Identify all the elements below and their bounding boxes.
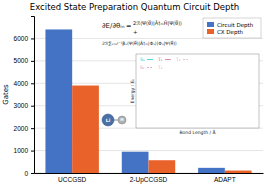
y-tick-label: 0 <box>24 170 28 177</box>
bar <box>225 171 252 173</box>
y-axis-line <box>31 17 35 174</box>
y-tick: 5000 <box>14 57 34 64</box>
y-tick: 3000 <box>14 102 34 109</box>
x-tick-label: ADAPT <box>214 176 236 183</box>
legend-swatch <box>207 22 214 27</box>
x-axis-line <box>35 173 264 174</box>
y-tick: 1000 <box>14 147 34 154</box>
x-axis: UCCGSD 2-UpCCGSD ADAPT <box>35 173 264 184</box>
chart: Excited State Preparation Quantum Circui… <box>0 0 269 189</box>
y-tick-label: 1000 <box>14 147 29 154</box>
legend-label: Circuit Depth <box>217 22 254 29</box>
inset-state-label: T₂ <box>175 57 181 62</box>
bar <box>122 152 149 173</box>
y-tick-mark <box>31 151 34 152</box>
inset-state-label: S₁ <box>140 65 145 70</box>
y-tick-mark <box>31 83 34 84</box>
x-tick: ADAPT <box>214 173 236 183</box>
y-tick: 2000 <box>14 125 34 132</box>
bar <box>149 160 176 173</box>
inset-y-label: Energy / Eₕ <box>130 78 135 103</box>
bar <box>72 86 99 173</box>
y-tick-mark <box>31 173 34 174</box>
legend-swatch <box>207 29 214 34</box>
y-tick: 0 <box>24 170 34 177</box>
legend-label: CX Depth <box>217 29 244 36</box>
bar <box>198 168 225 173</box>
x-tick-label: 2-UpCCGSD <box>130 176 168 184</box>
equation-plus: + <box>133 29 138 35</box>
h-atom <box>118 116 126 124</box>
annotations: ∂E/∂θₘ=2ℛ⟨Ψ(θ⃗)|Â†ₘĤ|Ψ(θ⃗)⟩ +2ℛ∑ₛ₌₀ᴶ⁻¹βₛ⟨… <box>102 20 216 135</box>
inset-legend-dash <box>183 59 189 60</box>
legend-frame <box>203 18 261 38</box>
plot: 0 1000 2000 3000 4000 5000 6000 UCCGSD 2-UpCCGSD… <box>14 17 264 184</box>
y-tick-mark <box>31 106 34 107</box>
y-tick: 4000 <box>14 80 34 87</box>
bond <box>114 120 118 121</box>
inset-state-label: S₀ <box>140 57 145 62</box>
inset-state-label: T₁ <box>157 57 163 62</box>
inset-state-label: T₂ <box>157 65 163 70</box>
equation-term: 2ℛ⟨Ψ(θ⃗)|Â†ₘĤ|Ψ(θ⃗)⟩ <box>133 20 182 27</box>
atom-label: Li <box>106 118 111 123</box>
legend-item: CX Depth <box>207 29 244 36</box>
y-tick: 6000 <box>14 35 34 42</box>
y-tick-mark <box>31 128 34 129</box>
y-tick-mark <box>31 38 34 39</box>
atom-label: H <box>120 117 123 122</box>
y-tick-label: 4000 <box>14 80 29 87</box>
x-tick: 2-UpCCGSD <box>130 173 168 184</box>
decorations <box>102 54 259 128</box>
legend: Circuit DepthCX Depth <box>203 18 261 38</box>
inset-legend-dash <box>147 67 153 68</box>
title: Excited State Preparation Quantum Circui… <box>30 2 239 12</box>
inset-frame <box>136 54 259 128</box>
bar <box>45 29 72 173</box>
inset-legend-dash <box>165 59 171 60</box>
equation-term: 2ℛ∑ₛ₌₀ᴶ⁻¹βₛ⟨Ψ(θ⃗)|Â†ₘ|Φₛ⟩⟨Φₛ|Ψ(θ⃗)⟩ <box>102 40 177 47</box>
y-tick-mark <box>31 61 34 62</box>
y-tick-label: 3000 <box>14 102 29 109</box>
y-tick-label: 5000 <box>14 57 29 64</box>
x-tick: UCCGSD <box>58 173 86 183</box>
inset-legend-dash <box>147 59 153 60</box>
equation-lhs: ∂E/∂θₘ <box>102 22 125 30</box>
y-tick-label: 2000 <box>14 125 29 132</box>
equation-equals: = <box>126 22 131 30</box>
y-axis: 0 1000 2000 3000 4000 5000 6000 <box>14 17 35 177</box>
li-atom <box>102 114 114 126</box>
legend-item: Circuit Depth <box>207 22 254 29</box>
x-tick-label: UCCGSD <box>58 176 86 183</box>
y-tick-label: 6000 <box>14 35 29 42</box>
inset-x-label: Bond Length / Å <box>180 129 217 135</box>
y-label: Gates <box>2 84 10 105</box>
